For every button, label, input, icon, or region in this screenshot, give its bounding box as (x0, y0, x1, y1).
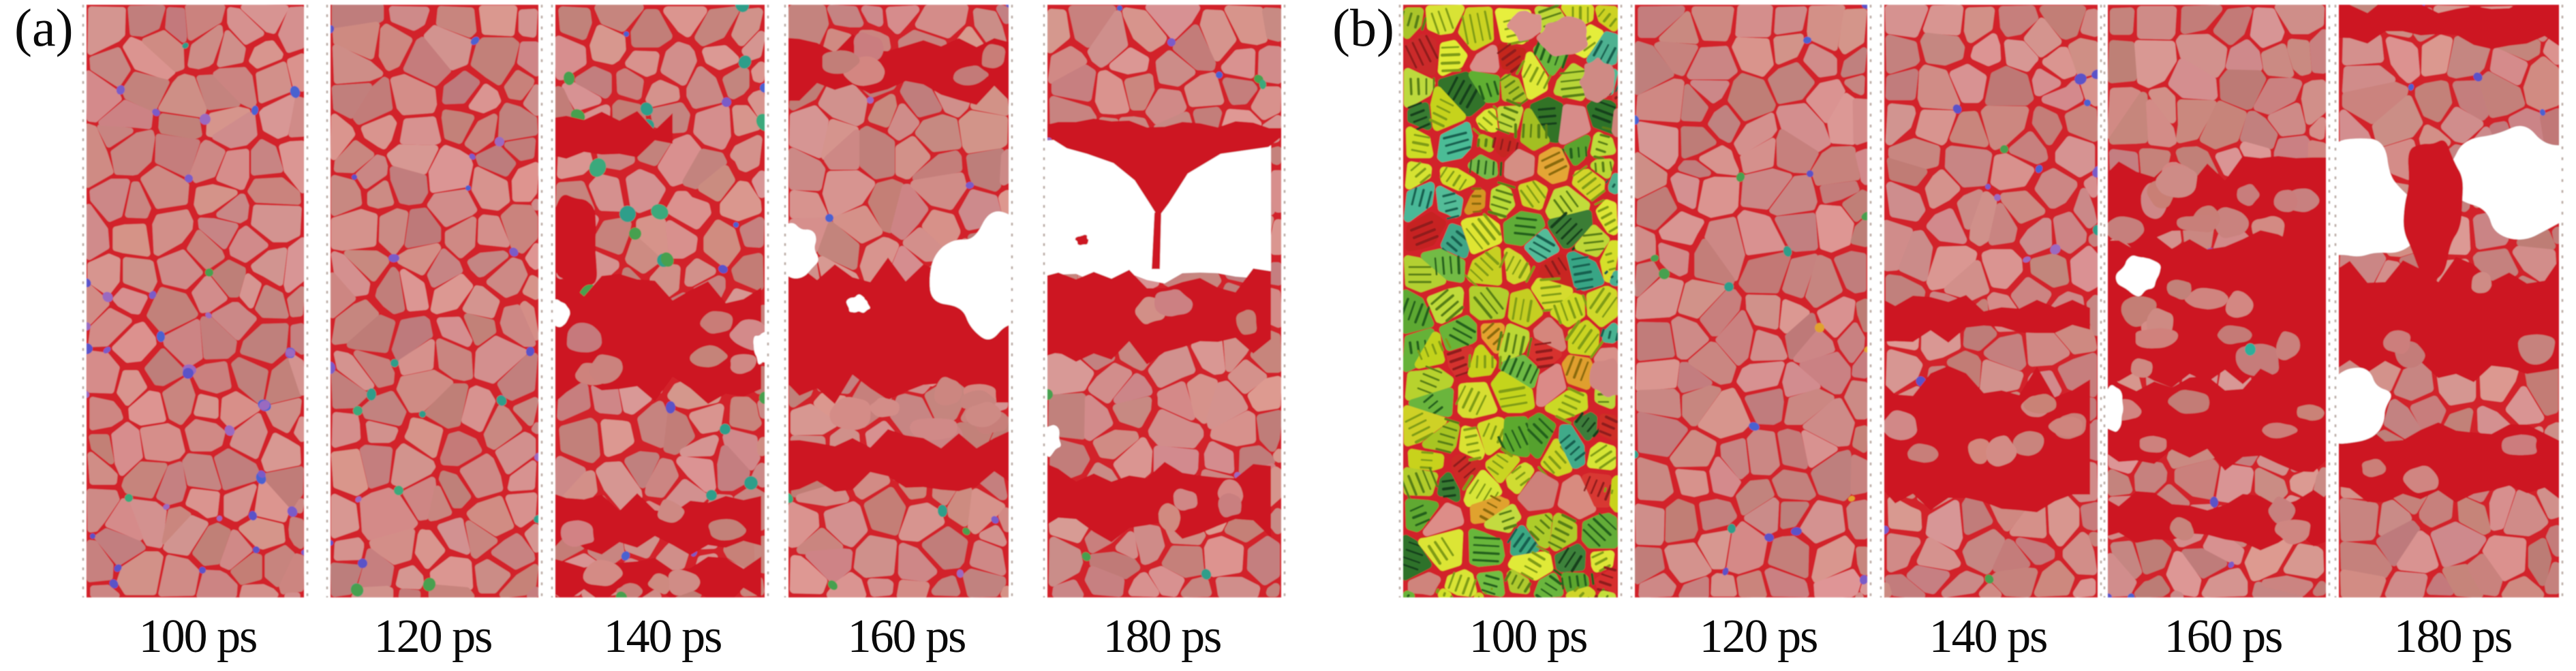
svg-text:160 ps: 160 ps (848, 610, 966, 663)
svg-text:(b): (b) (1332, 0, 1394, 57)
svg-text:120 ps: 120 ps (1700, 610, 1818, 663)
svg-text:180 ps: 180 ps (1103, 610, 1221, 663)
svg-text:160 ps: 160 ps (2164, 610, 2282, 663)
svg-text:180 ps: 180 ps (2394, 610, 2512, 663)
svg-text:140 ps: 140 ps (1929, 610, 2047, 663)
svg-text:140 ps: 140 ps (604, 610, 722, 663)
svg-text:120 ps: 120 ps (374, 610, 492, 663)
svg-text:100 ps: 100 ps (139, 610, 257, 663)
svg-text:100 ps: 100 ps (1469, 610, 1587, 663)
svg-text:(a): (a) (14, 0, 74, 57)
